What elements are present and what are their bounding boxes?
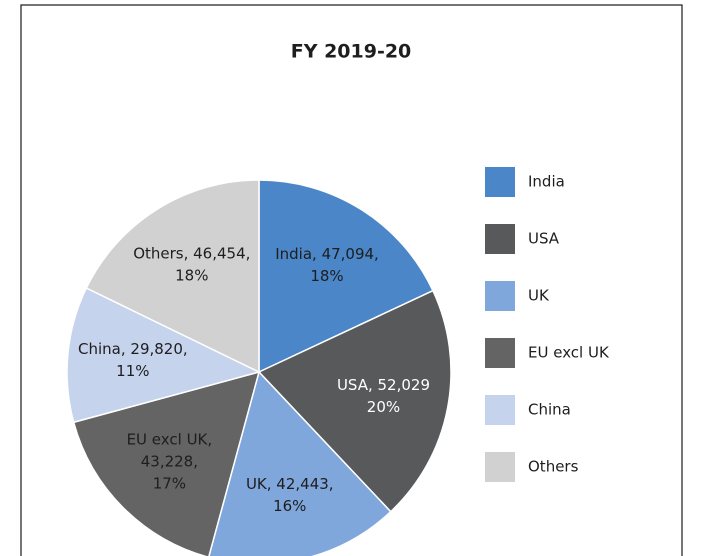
data-label-line: 20% [367, 397, 400, 415]
pie-slice [85, 179, 260, 374]
data-label-line: India, 47,094, [275, 245, 379, 263]
legend-label: Others [528, 458, 579, 476]
data-label-line: 43,228, [141, 452, 198, 470]
legend-label: EU excl UK [528, 344, 610, 362]
data-label-line: China, 29,820, [78, 340, 188, 358]
legend-swatch [485, 167, 515, 197]
legend-swatch [485, 224, 515, 254]
data-label: UK, 42,443, 16% [246, 474, 334, 514]
pie-slice [258, 179, 434, 374]
legend-label: USA [528, 230, 560, 248]
data-label-line: UK, 42,443, [246, 474, 334, 492]
data-label-line: USA, 52,029 [337, 375, 430, 393]
legend-swatch [485, 452, 515, 482]
pie-slice [257, 289, 452, 513]
data-label: EU excl UK, 43,228, 17% [127, 430, 213, 492]
data-label-line: EU excl UK, [127, 430, 213, 448]
data-label: India, 47,094, 18% [275, 245, 379, 285]
legend-label: China [528, 401, 571, 419]
legend-swatch [485, 338, 515, 368]
data-label-line: 18% [310, 267, 343, 285]
pie-slice [72, 370, 261, 556]
data-label-line: 18% [175, 266, 208, 284]
data-label: China, 29,820, 11% [78, 340, 188, 380]
data-label: USA, 52,029 20% [337, 375, 430, 415]
data-label-line: Others, 46,454, [133, 244, 250, 262]
chart-title: FY 2019-20 [291, 41, 412, 63]
legend-swatch [485, 395, 515, 425]
legend-label: India [528, 173, 565, 191]
data-label-line: 16% [273, 496, 306, 514]
data-label-line: 11% [116, 362, 149, 380]
legend-swatch [485, 281, 515, 311]
data-label-line: 17% [153, 474, 186, 492]
data-label: Others, 46,454, 18% [133, 244, 250, 284]
pie-slice [66, 287, 262, 424]
legend-label: UK [528, 287, 550, 305]
pie-slice [208, 370, 392, 556]
